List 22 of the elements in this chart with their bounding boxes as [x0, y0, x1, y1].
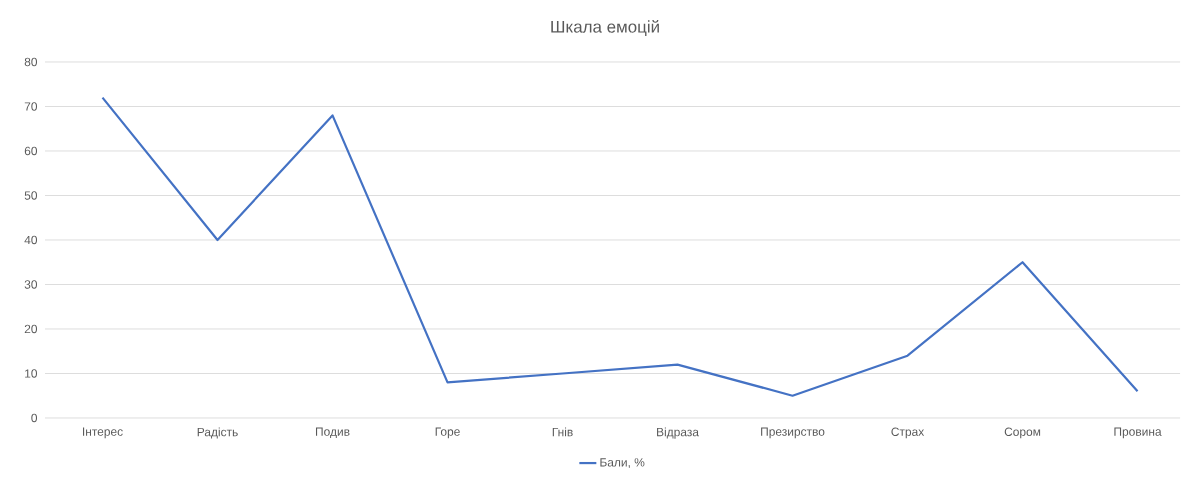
- x-tick-label: Відраза: [657, 427, 699, 439]
- x-tick-label: Презирство: [761, 427, 825, 439]
- legend-label: Бали, %: [600, 458, 645, 468]
- x-tick-label: Страх: [891, 427, 925, 439]
- x-tick-label: Радість: [197, 427, 238, 439]
- y-tick-label: 30: [24, 280, 38, 289]
- y-tick-label: 50: [24, 191, 38, 200]
- x-tick-label: Інтерес: [83, 427, 123, 439]
- y-tick-label: 0: [31, 413, 38, 423]
- y-tick-label: 80: [24, 57, 38, 67]
- x-tick-label: Гнів: [552, 427, 573, 437]
- y-tick-label: 70: [24, 102, 38, 111]
- y-tick-label: 40: [24, 235, 38, 245]
- x-tick-label: Провина: [1114, 427, 1162, 439]
- line-series: [101, 96, 1139, 397]
- y-tick-label: 20: [24, 324, 38, 334]
- x-tick-label: Сором: [1004, 427, 1041, 439]
- y-tick-label: 10: [25, 369, 38, 378]
- x-tick-label: Горе: [435, 427, 460, 439]
- y-tick-label: 60: [24, 146, 38, 156]
- chart-title: Шкала емоцій: [551, 20, 659, 36]
- x-tick-label: Подив: [315, 427, 350, 439]
